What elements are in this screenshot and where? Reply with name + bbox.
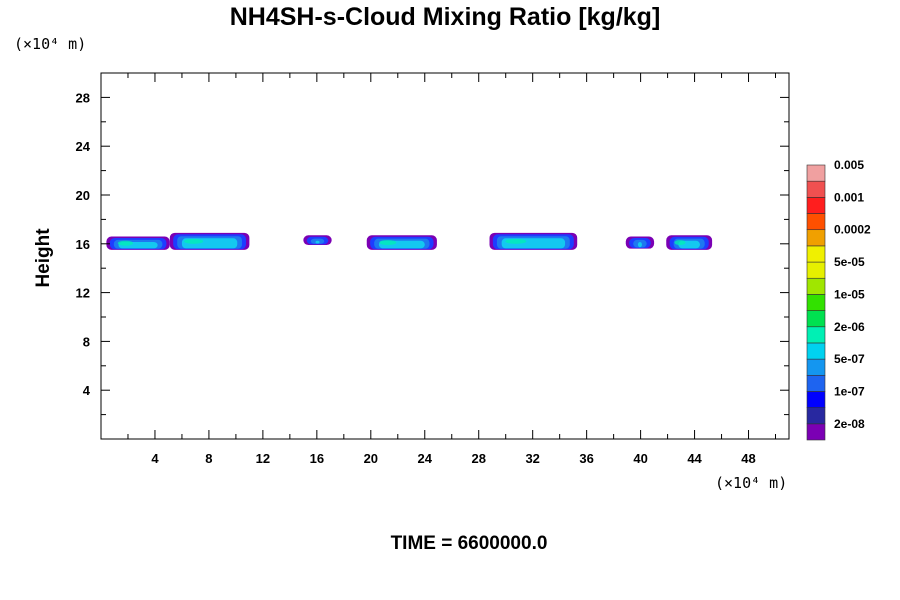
x-unit-label: (×10⁴ m) (715, 474, 787, 492)
x-tick-label: 32 (525, 451, 539, 466)
x-tick-label: 16 (310, 451, 324, 466)
x-tick-label: 28 (471, 451, 485, 466)
cloud-layer (106, 232, 713, 250)
y-axis: 4 8 12 16 20 24 28 (76, 90, 789, 416)
colorbar-swatch (806, 423, 826, 441)
colorbar-label: 5e-05 (834, 255, 865, 269)
plot-frame (100, 72, 790, 440)
y-tick-label: 16 (76, 237, 90, 252)
y-axis-label: Height (33, 228, 54, 288)
colorbar-label: 0.0002 (834, 223, 871, 237)
colorbar-swatch (806, 245, 826, 263)
x-axis: 4 8 12 16 20 24 28 32 36 40 44 48 (127, 73, 777, 466)
cloud-patch (106, 236, 170, 250)
y-tick-label: 20 (76, 188, 90, 203)
x-tick-label: 40 (633, 451, 647, 466)
x-tick-label: 8 (205, 451, 212, 466)
cloud-patch (666, 235, 713, 250)
cloud-core (117, 240, 134, 246)
colorbar-swatch (806, 261, 826, 279)
x-tick-label: 4 (151, 451, 159, 466)
y-tick-label: 8 (83, 334, 90, 349)
cloud-patch (489, 232, 578, 250)
x-tick-label: 36 (579, 451, 593, 466)
colorbar-label: 2e-06 (834, 320, 865, 334)
cloud-layer-3 (315, 240, 320, 244)
cloud-patch (303, 235, 332, 246)
cloud-core (674, 240, 686, 246)
colorbar-label: 0.001 (834, 190, 864, 204)
x-tick-label: 12 (256, 451, 270, 466)
y-unit-label: (×10⁴ m) (14, 35, 86, 53)
colorbar-swatch (806, 374, 826, 392)
colorbar-swatch (806, 391, 826, 408)
colorbar-swatch (806, 358, 826, 376)
cloud-patch (169, 232, 250, 250)
colorbar: 2e-08 1e-07 5e-07 2e-06 1e-05 5e-05 0.0002 0.00… (806, 158, 871, 441)
colorbar-label: 0.005 (834, 158, 864, 172)
colorbar-swatch (806, 407, 826, 425)
colorbar-label: 1e-07 (834, 384, 865, 398)
cloud-core (184, 238, 204, 244)
colorbar-swatch (806, 180, 826, 198)
colorbar-swatch (806, 326, 826, 344)
colorbar-swatch (806, 197, 826, 214)
cloud-core (505, 238, 527, 244)
y-tick-label: 24 (76, 139, 91, 154)
colorbar-swatch (806, 342, 826, 360)
x-tick-label: 20 (364, 451, 378, 466)
chart-title: NH4SH-s-Cloud Mixing Ratio [kg/kg] (230, 3, 661, 31)
x-tick-label: 48 (741, 451, 755, 466)
x-tick-label: 24 (418, 451, 433, 466)
colorbar-swatch (806, 213, 826, 231)
colorbar-swatch (806, 310, 826, 328)
colorbar-swatch (806, 277, 826, 295)
cloud-patch (366, 235, 437, 250)
cloud-patch (625, 236, 655, 249)
colorbar-label: 2e-08 (834, 417, 865, 431)
y-tick-label: 12 (76, 286, 90, 301)
cloud-core (379, 240, 397, 246)
y-tick-label: 4 (83, 383, 91, 398)
time-label: TIME = 6600000.0 (391, 533, 548, 554)
colorbar-swatch (806, 294, 826, 311)
x-tick-label: 44 (687, 451, 702, 466)
cloud-layer-3 (637, 241, 642, 248)
colorbar-swatch (806, 164, 826, 182)
colorbar-label: 1e-05 (834, 287, 865, 301)
colorbar-label: 5e-07 (834, 352, 865, 366)
y-tick-label: 28 (76, 90, 90, 105)
colorbar-swatch (806, 229, 826, 247)
